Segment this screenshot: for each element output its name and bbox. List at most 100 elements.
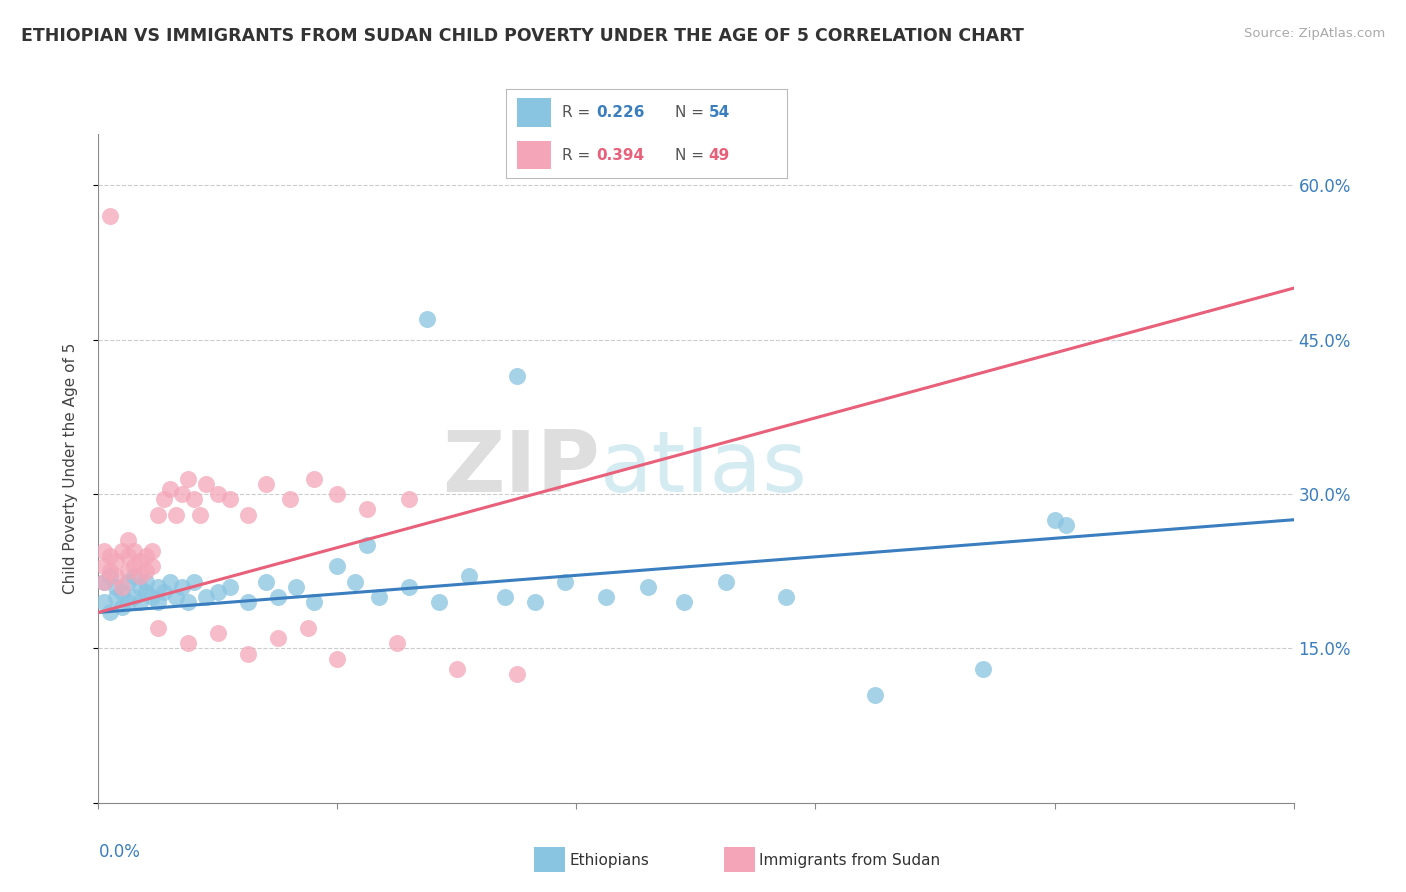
Point — [159, 482, 181, 496]
Point — [100, 564, 122, 578]
Point — [129, 554, 152, 568]
Point — [972, 662, 994, 676]
Bar — [517, 141, 551, 169]
Point — [135, 584, 157, 599]
Point — [148, 621, 170, 635]
Point — [153, 492, 176, 507]
Point — [207, 487, 229, 501]
Point — [100, 606, 122, 620]
Point — [398, 580, 420, 594]
Point — [124, 543, 146, 558]
Point — [506, 667, 529, 681]
Point — [159, 574, 181, 589]
Point — [129, 569, 152, 583]
Point — [135, 564, 157, 578]
Point — [302, 472, 325, 486]
Point — [177, 636, 200, 650]
Point — [117, 549, 139, 563]
Point — [183, 574, 205, 589]
Point — [93, 559, 115, 574]
Text: 49: 49 — [709, 148, 730, 162]
Text: 54: 54 — [709, 105, 730, 120]
Point — [129, 580, 152, 594]
Point — [165, 590, 187, 604]
Point — [1054, 517, 1078, 532]
Point — [188, 508, 211, 522]
Point — [267, 590, 290, 604]
Point — [302, 595, 325, 609]
Text: 0.394: 0.394 — [596, 148, 644, 162]
Point — [775, 590, 797, 604]
Point — [195, 590, 218, 604]
Point — [326, 559, 349, 574]
Point — [356, 502, 378, 516]
Point — [93, 543, 115, 558]
Point — [93, 595, 115, 609]
Point — [129, 595, 152, 609]
Point — [523, 595, 546, 609]
Point — [135, 549, 157, 563]
Point — [153, 584, 176, 599]
Point — [207, 626, 229, 640]
Point — [172, 580, 194, 594]
Text: N =: N = — [675, 105, 709, 120]
Point — [183, 492, 205, 507]
Point — [111, 584, 134, 599]
Point — [446, 662, 468, 676]
Point — [398, 492, 420, 507]
Point — [117, 574, 139, 589]
Point — [124, 590, 146, 604]
Point — [93, 574, 115, 589]
Text: 0.226: 0.226 — [596, 105, 644, 120]
Text: atlas: atlas — [600, 426, 808, 510]
Point — [100, 549, 122, 563]
Point — [219, 580, 242, 594]
Bar — [517, 98, 551, 127]
Point — [356, 539, 378, 553]
Point — [236, 508, 259, 522]
Point — [135, 574, 157, 589]
Point — [105, 590, 128, 604]
Point — [148, 595, 170, 609]
Point — [673, 595, 696, 609]
Point — [117, 564, 139, 578]
Point — [458, 569, 481, 583]
Point — [494, 590, 516, 604]
Point — [105, 554, 128, 568]
Text: Ethiopians: Ethiopians — [569, 854, 650, 868]
Point — [165, 508, 187, 522]
Point — [111, 543, 134, 558]
Point — [865, 688, 887, 702]
Point — [148, 580, 170, 594]
Point — [236, 647, 259, 661]
Point — [117, 595, 139, 609]
Point — [111, 600, 134, 615]
Text: 0.0%: 0.0% — [98, 843, 141, 861]
Point — [297, 621, 319, 635]
Point — [267, 631, 290, 645]
Point — [637, 580, 659, 594]
Point — [236, 595, 259, 609]
Text: R =: R = — [562, 105, 596, 120]
Point — [141, 590, 163, 604]
Text: Immigrants from Sudan: Immigrants from Sudan — [759, 854, 941, 868]
Text: ZIP: ZIP — [443, 426, 600, 510]
Point — [172, 487, 194, 501]
Point — [93, 574, 115, 589]
Point — [100, 209, 122, 223]
Point — [326, 651, 349, 665]
Text: Source: ZipAtlas.com: Source: ZipAtlas.com — [1244, 27, 1385, 40]
Point — [326, 487, 349, 501]
Point — [105, 580, 128, 594]
Point — [111, 580, 134, 594]
Point — [1043, 513, 1066, 527]
Point — [506, 368, 529, 383]
Point — [284, 580, 307, 594]
Point — [278, 492, 301, 507]
Point — [254, 476, 277, 491]
Point — [254, 574, 277, 589]
Point — [207, 584, 229, 599]
Point — [427, 595, 450, 609]
Point — [714, 574, 737, 589]
Y-axis label: Child Poverty Under the Age of 5: Child Poverty Under the Age of 5 — [63, 343, 77, 594]
